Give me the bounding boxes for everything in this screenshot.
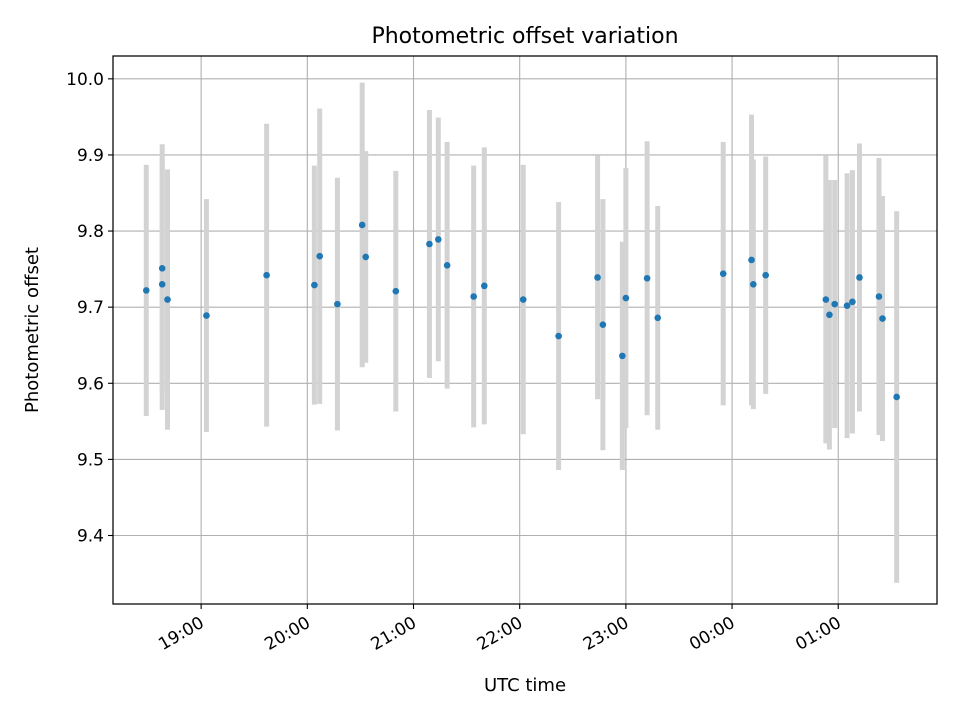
data-point bbox=[619, 352, 626, 360]
data-point bbox=[748, 256, 755, 264]
y-tick-label: 10.0 bbox=[66, 70, 104, 90]
data-point bbox=[316, 252, 324, 260]
data-point bbox=[849, 298, 856, 306]
data-point bbox=[843, 302, 851, 309]
y-tick-label: 9.4 bbox=[77, 527, 104, 547]
data-point bbox=[480, 282, 488, 290]
y-tick-label: 9.9 bbox=[77, 146, 104, 166]
data-point bbox=[311, 281, 318, 289]
data-point bbox=[334, 300, 341, 308]
y-tick-label: 9.6 bbox=[77, 374, 104, 394]
chart-title: Photometric offset variation bbox=[371, 24, 678, 49]
data-points bbox=[142, 221, 900, 401]
data-point bbox=[893, 393, 900, 401]
data-point bbox=[158, 265, 166, 272]
data-point bbox=[392, 287, 400, 295]
data-point bbox=[879, 315, 886, 322]
data-point bbox=[875, 293, 883, 300]
data-point bbox=[142, 287, 150, 294]
data-point bbox=[622, 294, 630, 302]
data-point bbox=[443, 262, 451, 269]
x-axis-label: UTC time bbox=[484, 675, 566, 696]
y-tick-label: 9.7 bbox=[77, 298, 104, 318]
data-point bbox=[822, 296, 830, 303]
y-axis-label: Photometric offset bbox=[22, 247, 43, 413]
data-point bbox=[263, 271, 270, 279]
plot-area-frame bbox=[112, 55, 938, 605]
data-point bbox=[164, 296, 171, 303]
data-point bbox=[362, 253, 370, 261]
data-point bbox=[555, 332, 562, 340]
y-axis-ticks: 9.4 9.5 9.6 9.7 9.8 9.9 10.0 bbox=[66, 70, 113, 547]
data-point bbox=[856, 274, 863, 281]
data-point bbox=[599, 321, 607, 328]
y-tick-label: 9.5 bbox=[77, 450, 104, 470]
data-point bbox=[358, 221, 366, 229]
data-point bbox=[434, 236, 442, 243]
data-point bbox=[519, 296, 527, 303]
data-point bbox=[749, 281, 757, 288]
data-point bbox=[762, 271, 769, 279]
data-point bbox=[158, 281, 166, 288]
y-tick-label: 9.8 bbox=[77, 222, 104, 242]
data-point bbox=[470, 293, 477, 300]
data-point bbox=[643, 274, 651, 282]
data-point bbox=[826, 311, 833, 319]
data-point bbox=[831, 300, 839, 308]
data-point bbox=[654, 314, 662, 322]
data-point bbox=[426, 240, 433, 248]
data-point bbox=[203, 312, 210, 319]
data-point bbox=[594, 274, 601, 281]
data-point bbox=[719, 270, 727, 277]
